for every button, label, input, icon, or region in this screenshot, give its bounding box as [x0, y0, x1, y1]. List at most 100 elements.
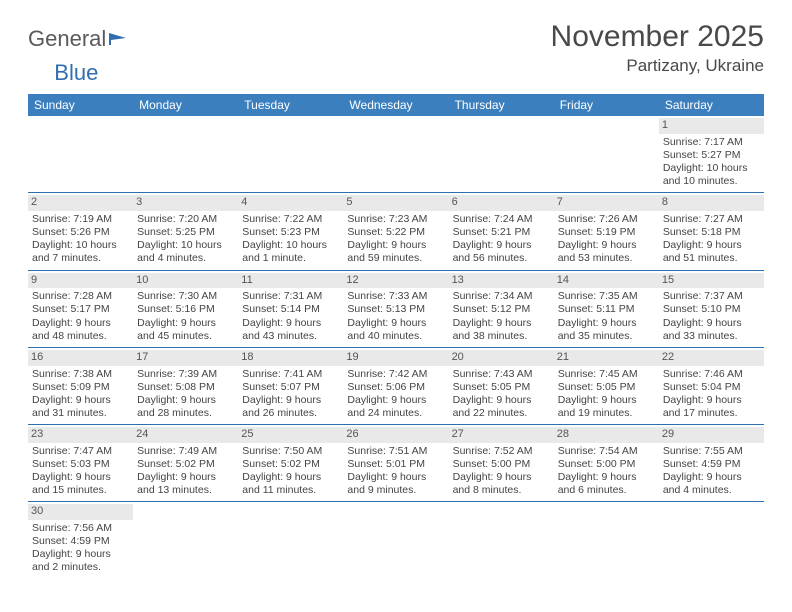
- day-number: 29: [659, 427, 764, 443]
- day-cell: 21Sunrise: 7:45 AMSunset: 5:05 PMDayligh…: [554, 348, 659, 424]
- dl1-text: Daylight: 9 hours: [453, 239, 550, 252]
- day-cell: 25Sunrise: 7:50 AMSunset: 5:02 PMDayligh…: [238, 425, 343, 501]
- dl1-text: Daylight: 9 hours: [347, 317, 444, 330]
- dl1-text: Daylight: 9 hours: [32, 394, 129, 407]
- sunrise-text: Sunrise: 7:47 AM: [32, 445, 129, 458]
- day-number: 4: [238, 195, 343, 211]
- day-cell: 5Sunrise: 7:23 AMSunset: 5:22 PMDaylight…: [343, 193, 448, 269]
- sunrise-text: Sunrise: 7:33 AM: [347, 290, 444, 303]
- location: Partizany, Ukraine: [551, 56, 764, 76]
- day-cell: 15Sunrise: 7:37 AMSunset: 5:10 PMDayligh…: [659, 271, 764, 347]
- empty-cell: .: [659, 502, 764, 578]
- day-number: 13: [449, 273, 554, 289]
- calendar-grid: Sunday Monday Tuesday Wednesday Thursday…: [28, 94, 764, 579]
- sunrise-text: Sunrise: 7:55 AM: [663, 445, 760, 458]
- dl1-text: Daylight: 9 hours: [453, 471, 550, 484]
- day-cell: 24 Sunrise: 7:49 AMSunset: 5:02 PMDayligh…: [133, 425, 238, 501]
- sunrise-text: Sunrise: 7:42 AM: [347, 368, 444, 381]
- day-number: 17: [133, 350, 238, 366]
- dl1-text: Daylight: 9 hours: [137, 394, 234, 407]
- sunrise-text: Sunrise: 7:56 AM: [32, 522, 129, 535]
- dl2-text: and 53 minutes.: [558, 252, 655, 265]
- empty-cell: .: [554, 116, 659, 192]
- dl1-text: Daylight: 9 hours: [32, 471, 129, 484]
- day-cell: 20Sunrise: 7:43 AMSunset: 5:05 PMDayligh…: [449, 348, 554, 424]
- weekday-thu: Thursday: [449, 94, 554, 116]
- sunset-text: Sunset: 5:13 PM: [347, 303, 444, 316]
- dl1-text: Daylight: 9 hours: [558, 239, 655, 252]
- sunset-text: Sunset: 5:06 PM: [347, 381, 444, 394]
- dl2-text: and 45 minutes.: [137, 330, 234, 343]
- dl1-text: Daylight: 9 hours: [558, 317, 655, 330]
- sunrise-text: Sunrise: 7:49 AM: [137, 445, 234, 458]
- sunrise-text: Sunrise: 7:20 AM: [137, 213, 234, 226]
- dl2-text: and 2 minutes.: [32, 561, 129, 574]
- dl1-text: Daylight: 10 hours: [663, 162, 760, 175]
- dl2-text: and 24 minutes.: [347, 407, 444, 420]
- dl1-text: Daylight: 9 hours: [242, 394, 339, 407]
- sunrise-text: Sunrise: 7:26 AM: [558, 213, 655, 226]
- day-cell: 13Sunrise: 7:34 AMSunset: 5:12 PMDayligh…: [449, 271, 554, 347]
- day-cell: 30Sunrise: 7:56 AMSunset: 4:59 PMDayligh…: [28, 502, 133, 578]
- sunset-text: Sunset: 5:03 PM: [32, 458, 129, 471]
- dl1-text: Daylight: 9 hours: [558, 394, 655, 407]
- day-number: 5: [343, 195, 448, 211]
- sunrise-text: Sunrise: 7:28 AM: [32, 290, 129, 303]
- weekday-header: Sunday Monday Tuesday Wednesday Thursday…: [28, 94, 764, 116]
- day-number: 19: [343, 350, 448, 366]
- dl1-text: Daylight: 9 hours: [663, 239, 760, 252]
- dl2-text: and 15 minutes.: [32, 484, 129, 497]
- sunset-text: Sunset: 5:19 PM: [558, 226, 655, 239]
- dl2-text: and 4 minutes.: [663, 484, 760, 497]
- empty-cell: .: [133, 116, 238, 192]
- dl2-text: and 22 minutes.: [453, 407, 550, 420]
- day-number: 8: [659, 195, 764, 211]
- day-number: 26: [343, 427, 448, 443]
- sunset-text: Sunset: 5:22 PM: [347, 226, 444, 239]
- empty-cell: .: [133, 502, 238, 578]
- sunset-text: Sunset: 5:27 PM: [663, 149, 760, 162]
- day-number: 18: [238, 350, 343, 366]
- weekday-wed: Wednesday: [343, 94, 448, 116]
- dl1-text: Daylight: 9 hours: [347, 471, 444, 484]
- sunset-text: Sunset: 5:25 PM: [137, 226, 234, 239]
- sunset-text: Sunset: 5:07 PM: [242, 381, 339, 394]
- week-row: 2Sunrise: 7:19 AMSunset: 5:26 PMDaylight…: [28, 193, 764, 270]
- day-number: 16: [28, 350, 133, 366]
- empty-cell: .: [238, 116, 343, 192]
- sunrise-text: Sunrise: 7:35 AM: [558, 290, 655, 303]
- empty-cell: .: [554, 502, 659, 578]
- day-number: 20: [449, 350, 554, 366]
- day-number: 22: [659, 350, 764, 366]
- sunset-text: Sunset: 5:02 PM: [137, 458, 234, 471]
- sunrise-text: Sunrise: 7:39 AM: [137, 368, 234, 381]
- sunset-text: Sunset: 5:08 PM: [137, 381, 234, 394]
- day-number: 6: [449, 195, 554, 211]
- dl1-text: Daylight: 9 hours: [242, 317, 339, 330]
- day-number: 11: [238, 273, 343, 289]
- dl2-text: and 13 minutes.: [137, 484, 234, 497]
- dl1-text: Daylight: 9 hours: [663, 471, 760, 484]
- day-cell: 9Sunrise: 7:28 AMSunset: 5:17 PMDaylight…: [28, 271, 133, 347]
- week-row: 9Sunrise: 7:28 AMSunset: 5:17 PMDaylight…: [28, 271, 764, 348]
- sunset-text: Sunset: 5:16 PM: [137, 303, 234, 316]
- sunrise-text: Sunrise: 7:45 AM: [558, 368, 655, 381]
- day-cell: 6Sunrise: 7:24 AMSunset: 5:21 PMDaylight…: [449, 193, 554, 269]
- day-number: 24: [133, 427, 238, 443]
- dl2-text: and 59 minutes.: [347, 252, 444, 265]
- dl2-text: and 51 minutes.: [663, 252, 760, 265]
- day-number: 3: [133, 195, 238, 211]
- weekday-fri: Friday: [554, 94, 659, 116]
- sunset-text: Sunset: 5:05 PM: [453, 381, 550, 394]
- dl2-text: and 40 minutes.: [347, 330, 444, 343]
- day-number: 9: [28, 273, 133, 289]
- dl1-text: Daylight: 9 hours: [137, 471, 234, 484]
- dl2-text: and 28 minutes.: [137, 407, 234, 420]
- logo-text-2: Blue: [54, 60, 98, 86]
- title-block: November 2025 Partizany, Ukraine: [551, 20, 764, 76]
- sunrise-text: Sunrise: 7:30 AM: [137, 290, 234, 303]
- day-number: 30: [28, 504, 133, 520]
- dl1-text: Daylight: 9 hours: [558, 471, 655, 484]
- sunrise-text: Sunrise: 7:37 AM: [663, 290, 760, 303]
- day-cell: 12Sunrise: 7:33 AMSunset: 5:13 PMDayligh…: [343, 271, 448, 347]
